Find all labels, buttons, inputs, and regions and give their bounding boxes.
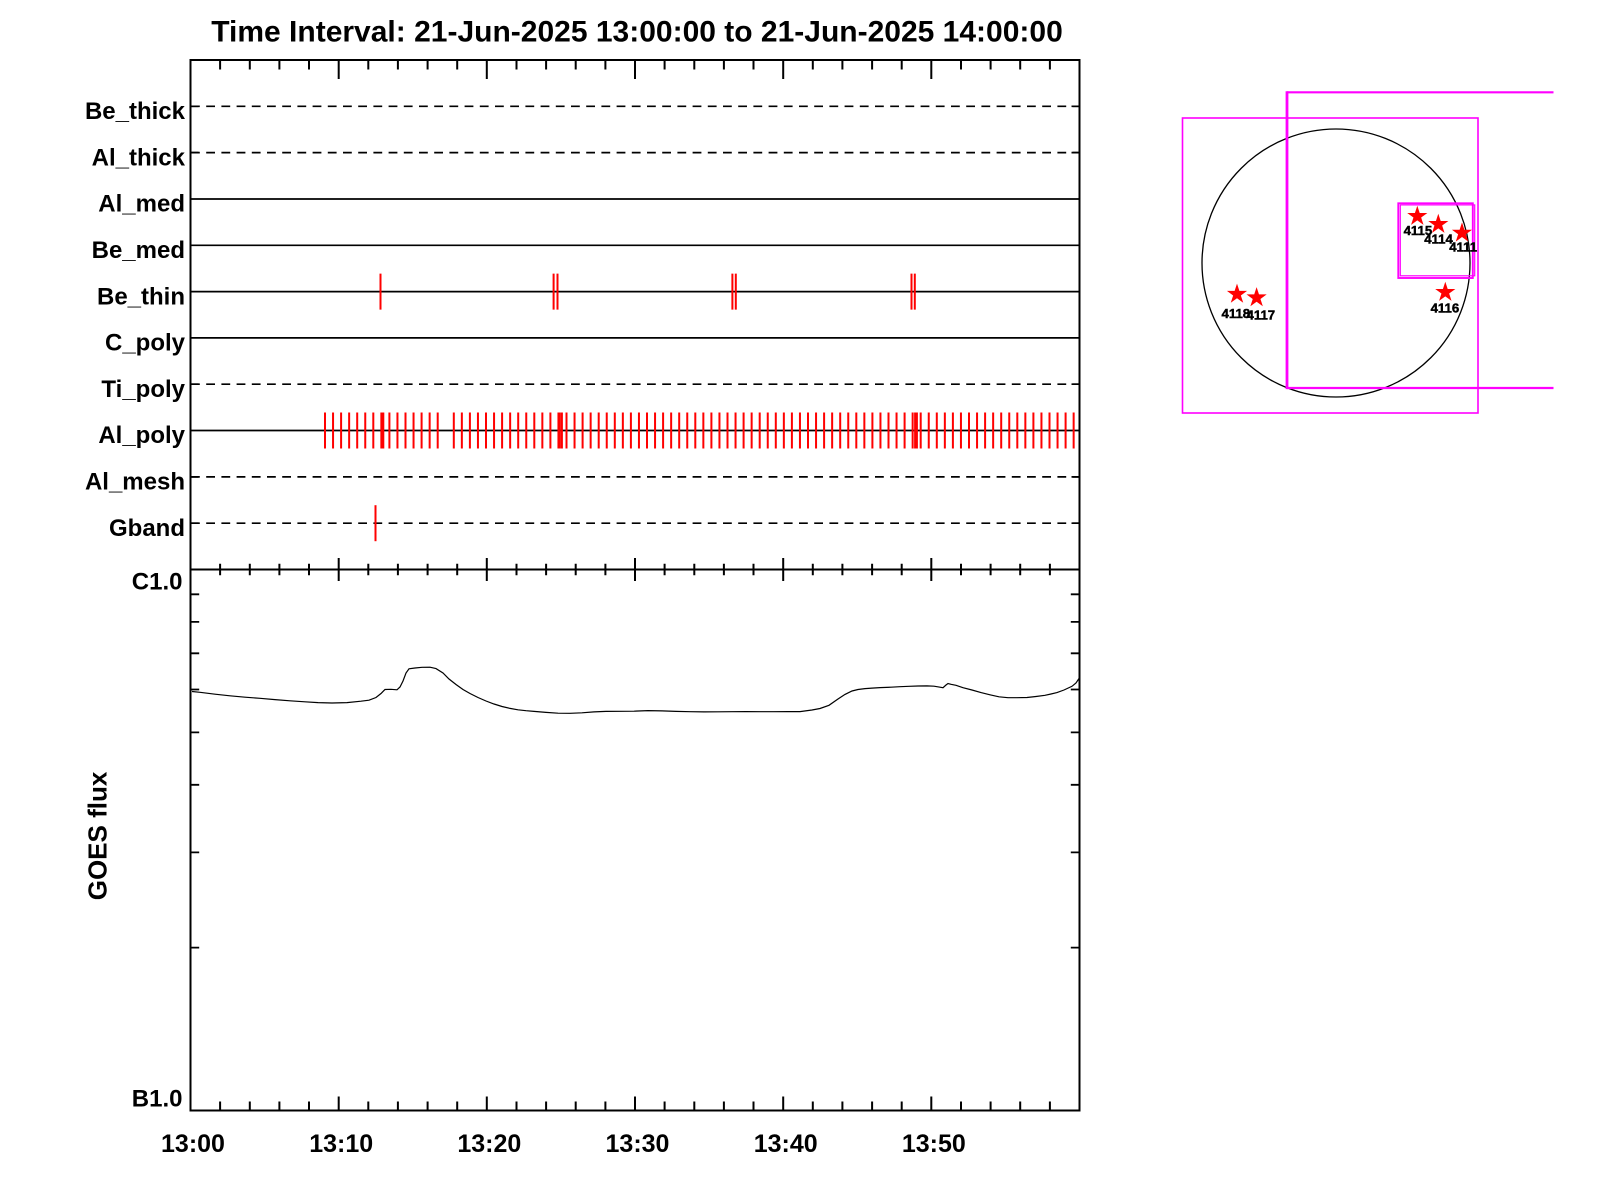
svg-text:4111: 4111 <box>1449 239 1477 254</box>
svg-text:B1.0: B1.0 <box>132 1085 183 1112</box>
svg-text:Be_med: Be_med <box>92 237 185 264</box>
svg-text:Ti_poly: Ti_poly <box>101 376 185 403</box>
svg-text:Al_poly: Al_poly <box>98 422 185 449</box>
svg-text:13:30: 13:30 <box>606 1130 670 1158</box>
svg-text:4115: 4115 <box>1404 223 1433 238</box>
svg-text:13:20: 13:20 <box>457 1130 521 1158</box>
svg-text:Al_med: Al_med <box>98 191 185 218</box>
svg-text:Al_thick: Al_thick <box>92 144 186 171</box>
svg-text:C_poly: C_poly <box>105 330 186 357</box>
svg-text:13:50: 13:50 <box>902 1130 966 1158</box>
svg-text:Be_thick: Be_thick <box>85 98 186 125</box>
svg-text:C1.0: C1.0 <box>132 569 183 596</box>
svg-text:Be_thin: Be_thin <box>97 283 185 310</box>
svg-text:Time Interval: 21-Jun-2025 13:: Time Interval: 21-Jun-2025 13:00:00 to 2… <box>211 16 1063 49</box>
svg-text:4116: 4116 <box>1431 301 1460 316</box>
svg-text:13:10: 13:10 <box>309 1130 373 1158</box>
svg-text:Gband: Gband <box>109 515 185 542</box>
svg-text:4117: 4117 <box>1247 307 1276 322</box>
svg-text:13:40: 13:40 <box>754 1130 818 1158</box>
svg-text:4118: 4118 <box>1222 306 1251 321</box>
svg-text:13:00: 13:00 <box>161 1130 225 1158</box>
svg-text:GOES flux: GOES flux <box>83 771 113 900</box>
svg-text:Al_mesh: Al_mesh <box>85 469 185 496</box>
svg-text:4114: 4114 <box>1424 231 1453 246</box>
